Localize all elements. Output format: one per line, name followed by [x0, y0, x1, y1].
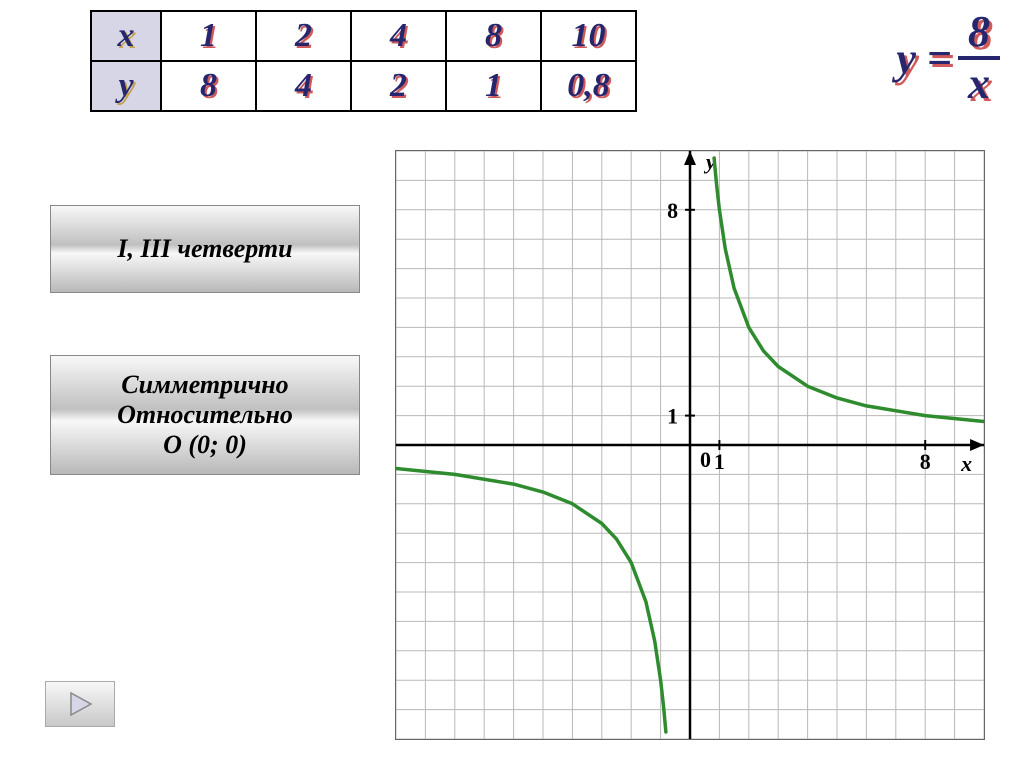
property-quadrants: I, III четверти	[50, 205, 360, 293]
function-equation: y = 8 x	[896, 10, 1000, 106]
y-val-2: 2	[390, 67, 407, 104]
chart-svg: 18180xy	[396, 151, 984, 739]
x-val-3: 8	[485, 17, 502, 54]
y-val-0: 8	[200, 67, 217, 104]
y-header: y	[118, 67, 133, 104]
svg-text:1: 1	[667, 404, 678, 429]
svg-text:x: x	[960, 451, 972, 476]
x-val-2: 4	[390, 17, 407, 54]
y-val-1: 4	[295, 67, 312, 104]
equation-denominator: x	[958, 60, 1000, 106]
property-symmetry: Симметрично Относительно О (0; 0)	[50, 355, 360, 475]
svg-text:8: 8	[667, 198, 678, 223]
equation-fraction: 8 x	[958, 10, 1000, 106]
x-val-4: 10	[572, 17, 606, 54]
y-val-3: 1	[485, 67, 502, 104]
svg-text:1: 1	[714, 449, 725, 474]
hyperbola-chart: 18180xy	[395, 150, 985, 740]
next-slide-button[interactable]	[45, 681, 115, 727]
svg-text:8: 8	[920, 449, 931, 474]
triangle-right-icon	[65, 689, 95, 719]
property-symmetry-text: Симметрично Относительно О (0; 0)	[117, 370, 293, 460]
x-val-1: 2	[295, 17, 312, 54]
equation-lhs: y =	[896, 33, 952, 84]
property-quadrants-text: I, III четверти	[117, 234, 292, 264]
x-val-0: 1	[200, 17, 217, 54]
y-val-4: 0,8	[567, 67, 610, 104]
svg-text:0: 0	[700, 447, 711, 472]
xy-value-table: x 1 2 4 8 10 y 8 4 2 1 0,8	[90, 10, 637, 112]
equation-numerator: 8	[958, 10, 1000, 60]
x-header: x	[118, 17, 135, 54]
